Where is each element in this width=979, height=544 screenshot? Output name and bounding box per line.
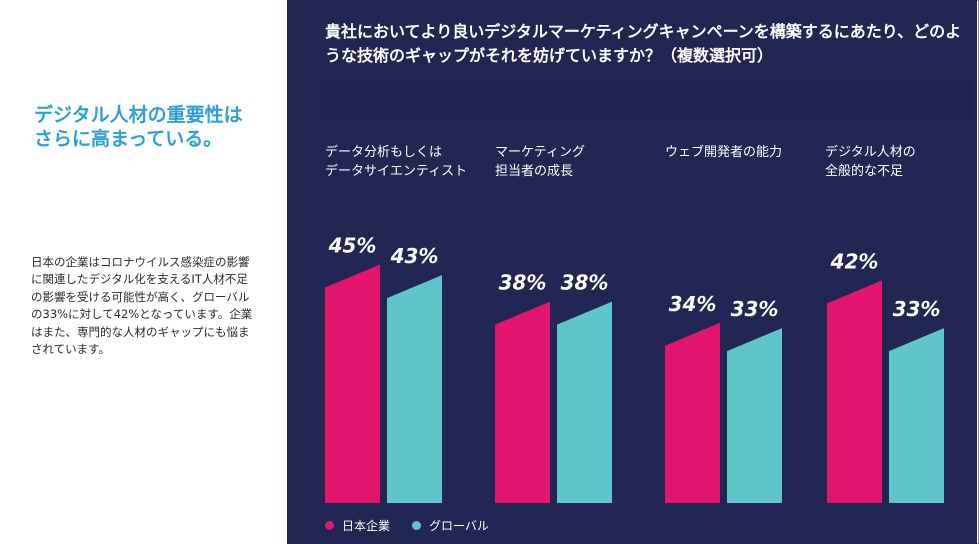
bar-japan-1 — [325, 264, 380, 503]
bar-global-2 — [557, 301, 612, 503]
category-label-2: マーケティング 担当者の成長 — [495, 145, 585, 179]
bar-japan-2 — [495, 301, 550, 503]
category-label-1: データ分析もしくは データサイエンティスト — [325, 145, 468, 179]
bar-japan-4 — [827, 280, 882, 503]
headline: デジタル人材の重要性はさらに高まっている。 — [34, 104, 243, 150]
left-panel: デジタル人材の重要性はさらに高まっている。 日本の企業はコロナウイルス感染症の影… — [0, 0, 287, 544]
category-label-3: ウェブ開発者の能力 — [665, 145, 783, 160]
legend-dot-global — [412, 521, 422, 530]
value-label-global-3: 33% — [731, 297, 779, 321]
legend-label-japan: 日本企業 — [342, 519, 391, 533]
legend-item-japan: 日本企業 — [325, 517, 390, 534]
bar-global-4 — [889, 328, 944, 503]
bar-global-1 — [387, 275, 442, 503]
title-underlay — [318, 80, 973, 120]
bar-global-3 — [727, 328, 782, 503]
value-label-japan-2: 38% — [499, 271, 547, 295]
category-label-4: デジタル人材の 全般的な不足 — [825, 145, 916, 179]
legend-dot-japan — [325, 521, 334, 530]
description-text: 日本の企業はコロナウイルス感染症の影響に関連したデジタル化を支えるIT人材不足の… — [31, 255, 253, 357]
bar-chart: 45% 38% 34% 42% 43% 38% 33% 33% — [325, 234, 944, 503]
value-label-japan-1: 45% — [328, 234, 377, 258]
value-label-global-2: 38% — [561, 271, 609, 295]
chart-title: 貴社においてより良いデジタルマーケティングキャンペーンを構築するにあたり、どのよ… — [325, 22, 962, 65]
value-label-japan-3: 34% — [669, 292, 717, 316]
bar-japan-3 — [665, 322, 720, 503]
value-label-japan-4: 42% — [830, 249, 879, 273]
legend-label-global: グローバル — [429, 519, 489, 533]
value-label-global-4: 33% — [893, 297, 941, 321]
legend-item-global: グローバル — [412, 517, 489, 534]
value-label-global-1: 43% — [390, 244, 439, 268]
legend: 日本企業 グローバル — [325, 517, 511, 534]
